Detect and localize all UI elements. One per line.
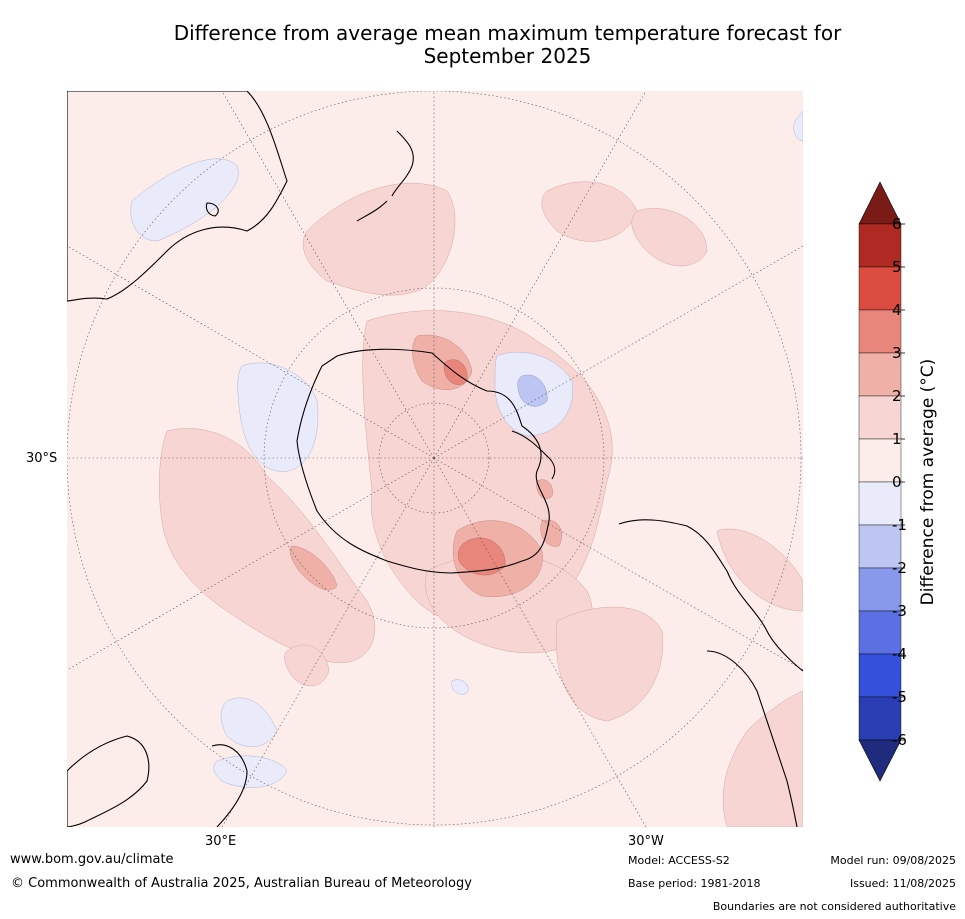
colorbar-tick-label: 1	[892, 430, 902, 448]
colorbar-segment-neg1-0	[858, 481, 902, 526]
latitude-circle-60s	[263, 287, 605, 629]
graticule	[67, 91, 803, 827]
colorbar-tick-label: -4	[892, 645, 907, 663]
footer-copyright: © Commonwealth of Australia 2025, Austra…	[11, 876, 472, 891]
latitude-circle-30s	[67, 91, 802, 826]
colorbar-segment-4-5	[858, 266, 902, 311]
colorbar-tick-label: 6	[892, 215, 902, 233]
anomaly-region-small-se	[540, 519, 563, 547]
colorbar-segment-neg6-neg5	[858, 696, 902, 741]
coastline-australia	[67, 91, 288, 302]
meridian-60e	[67, 245, 435, 459]
footer-disclaimer: Boundaries are not considered authoritat…	[712, 900, 956, 913]
colorbar-segment-neg3-neg2	[858, 567, 902, 612]
meridian-30w	[433, 91, 647, 459]
coastline-africa	[67, 735, 150, 827]
footer-website: www.bom.gov.au/climate	[10, 852, 174, 867]
meridian-150w	[433, 457, 647, 827]
coastline-madagascar	[211, 744, 248, 827]
anomaly-region-east	[541, 181, 638, 242]
colorbar-tick-label: -6	[892, 731, 907, 749]
polar-map-svg	[67, 91, 803, 827]
colorbar-segments	[858, 223, 902, 741]
colorbar-segment-neg4-neg3	[858, 610, 902, 655]
anomaly-region-small-east	[536, 479, 553, 499]
anomaly-region-neg-small	[451, 679, 469, 695]
map-title: Difference from average mean maximum tem…	[100, 22, 915, 68]
anomaly-1-2-regions	[159, 181, 803, 827]
meridian-120w	[433, 457, 803, 671]
anomaly-region-atlantic	[556, 606, 663, 722]
map-title-line2: September 2025	[423, 44, 592, 68]
colorbar-segment-3-4	[858, 309, 902, 354]
anomaly-region-kerguelen	[289, 545, 338, 591]
footer-base-period: Base period: 1981-2018	[628, 877, 761, 890]
colorbar-segment-5-6	[858, 223, 902, 268]
footer-model: Model: ACCESS-S2	[628, 854, 730, 867]
longitude-label-30e: 30°E	[205, 834, 237, 849]
coastline-new-zealand-south	[356, 200, 388, 222]
anomaly-region-pacific	[302, 183, 456, 296]
meridian-120e	[67, 457, 435, 671]
longitude-label-30w: 30°W	[628, 834, 664, 849]
colorbar-tick-label: -3	[892, 602, 907, 620]
anomaly-region-neg-pacific-core	[517, 374, 548, 407]
anomaly-region-neg-corner	[793, 110, 803, 142]
anomaly-region-africa-south	[722, 690, 803, 827]
anomaly-region-neg-africa	[213, 755, 288, 788]
colorbar-title: Difference from average (°C)	[918, 358, 938, 606]
meridian-150e	[221, 457, 435, 827]
coastline-new-zealand-north	[391, 130, 414, 197]
anomaly-region-america-coast	[716, 528, 803, 612]
latitude-circle-inner	[378, 402, 490, 514]
anomaly-region-ross-core	[443, 359, 468, 385]
coastline-south-america	[618, 519, 803, 672]
colorbar-tick-label: 2	[892, 387, 902, 405]
anomaly-region-indian	[284, 644, 330, 687]
anomaly-region-weddell-core	[458, 537, 506, 576]
colorbar-tick-labels: 6 5 4 3 2 1 0 -1 -2 -3 -4 -5 -6	[892, 215, 907, 749]
colorbar-tick-label: -2	[892, 559, 907, 577]
colorbar-segment-neg2-neg1	[858, 524, 902, 569]
colorbar-segment-neg5-neg4	[858, 653, 902, 698]
coastlines	[67, 91, 803, 827]
colorbar-under-triangle	[858, 739, 902, 782]
coastline-tasmania	[205, 202, 219, 217]
footer-issued: Issued: 11/08/2025	[849, 877, 956, 890]
colorbar-tick-label: 0	[892, 473, 902, 491]
polar-map	[67, 91, 803, 827]
anomaly-region-neg-australia	[130, 158, 239, 242]
footer-model-run: Model run: 09/08/2025	[830, 854, 956, 867]
coastline-antarctic-peninsula	[511, 430, 556, 480]
colorbar-tick-label: 5	[892, 258, 902, 276]
meridian-60w	[433, 245, 803, 459]
anomaly-region-ocean-sw	[159, 428, 376, 663]
coastline-antarctica	[296, 348, 550, 574]
anomaly-3-4-regions	[443, 359, 506, 576]
colorbar-tick-label: -1	[892, 516, 907, 534]
colorbar-tick-label: -5	[892, 688, 907, 706]
colorbar-segment-2-3	[858, 352, 902, 397]
anomaly-region-far-east	[631, 208, 708, 267]
meridian-30e	[221, 91, 435, 459]
colorbar-tick-label: 4	[892, 301, 902, 319]
colorbar-segment-1-2	[858, 395, 902, 440]
coastline-africa-east	[706, 650, 798, 827]
map-title-line1: Difference from average mean maximum tem…	[173, 21, 842, 45]
colorbar-tick-label: 3	[892, 344, 902, 362]
colorbar: 6 5 4 3 2 1 0 -1 -2 -3 -4 -5 -6	[852, 180, 962, 785]
anomaly-region-neg-south	[220, 697, 278, 747]
colorbar-svg: 6 5 4 3 2 1 0 -1 -2 -3 -4 -5 -6	[858, 181, 907, 782]
latitude-label-30s: 30°S	[26, 451, 58, 466]
anomaly-negative-2-1-regions	[517, 374, 548, 407]
